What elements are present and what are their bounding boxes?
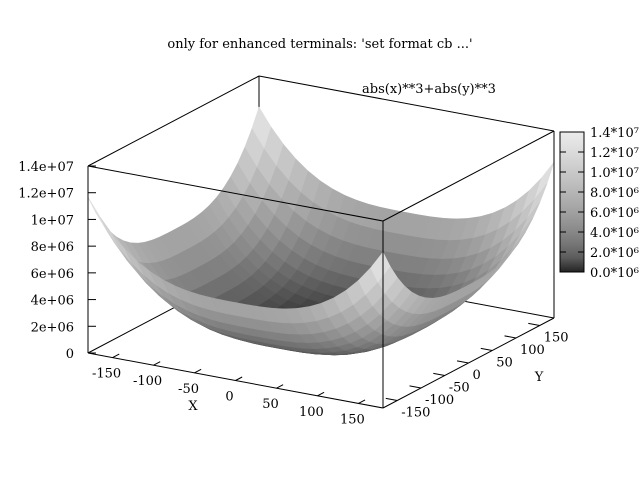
back-box-edge <box>258 75 555 132</box>
x-tick-mark <box>194 368 202 374</box>
y-tick-mark <box>480 347 493 351</box>
x-axis-label: X <box>188 399 198 414</box>
y-tick-mark <box>385 397 398 401</box>
y-axis-label: Y <box>534 370 544 385</box>
y-tick-mark <box>504 335 517 339</box>
x-tick-mark <box>112 353 120 359</box>
back-box-edge <box>87 75 260 167</box>
z-tick-label: 2e+06 <box>31 320 74 335</box>
y-tick-mark <box>409 385 422 389</box>
surface-mesh <box>87 106 555 356</box>
colorbar-tick-label: 0.0*10⁶ <box>590 266 639 281</box>
colorbar-tick-label: 4.0*10⁶ <box>590 226 639 241</box>
function-label: abs(x)**3+abs(y)**3 <box>362 82 496 97</box>
x-tick-mark <box>317 391 325 397</box>
z-tick-label: 6e+06 <box>31 267 74 282</box>
x-tick-label: -100 <box>133 374 162 389</box>
y-tick-label: 50 <box>496 356 513 371</box>
x-tick-label: 0 <box>225 390 233 405</box>
y-tick-label: -50 <box>449 381 470 396</box>
chart-title: only for enhanced terminals: 'set format… <box>167 37 472 52</box>
x-tick-label: 50 <box>262 397 279 412</box>
colorbar-gradient <box>559 131 585 273</box>
y-tick-label: -100 <box>425 393 454 408</box>
colorbar-tick-label: 1.4*10⁷ <box>590 126 639 141</box>
colorbar-tick-label: 6.0*10⁶ <box>590 206 639 221</box>
surface-facet <box>534 162 555 200</box>
surface-facet <box>370 251 391 283</box>
colorbar-tick-label: 8.0*10⁶ <box>590 186 639 201</box>
x-tick-mark <box>153 361 161 366</box>
y-tick-label: 100 <box>520 343 545 358</box>
front-box-edge <box>87 165 384 222</box>
y-tick-label: 150 <box>544 331 569 346</box>
z-tick-label: 1e+07 <box>31 213 74 228</box>
colorbar-tick-label: 1.0*10⁷ <box>590 166 639 181</box>
x-tick-mark <box>358 399 366 404</box>
colorbar-tick-label: 1.2*10⁷ <box>590 146 639 161</box>
y-tick-mark <box>528 322 540 326</box>
front-box-edge <box>382 130 555 222</box>
surface-facet <box>100 217 120 249</box>
z-tick-label: 4e+06 <box>31 294 74 309</box>
y-tick-mark <box>433 372 445 376</box>
x-tick-label: -50 <box>178 382 199 397</box>
x-tick-mark <box>276 384 284 389</box>
colorbar-tick-label: 2.0*10⁶ <box>590 246 639 261</box>
z-tick-label: 0 <box>66 347 74 362</box>
x-tick-label: 150 <box>340 412 365 427</box>
y-tick-mark <box>456 360 469 364</box>
z-tick-label: 1.4e+07 <box>18 160 74 175</box>
colorbar: 0.0*10⁶ 2.0*10⁶ 4.0*10⁶ 6.0*10⁶ 8.0*10⁶ 1.0*1… <box>559 126 639 281</box>
z-tick-label: 1.2e+07 <box>18 187 74 202</box>
y-tick-label: 0 <box>473 368 481 383</box>
y-tick-label: -150 <box>401 406 430 421</box>
x-tick-label: -150 <box>92 367 121 382</box>
z-tick-label: 8e+06 <box>31 240 74 255</box>
x-tick-label: 100 <box>299 405 324 420</box>
x-tick-mark <box>235 376 243 381</box>
